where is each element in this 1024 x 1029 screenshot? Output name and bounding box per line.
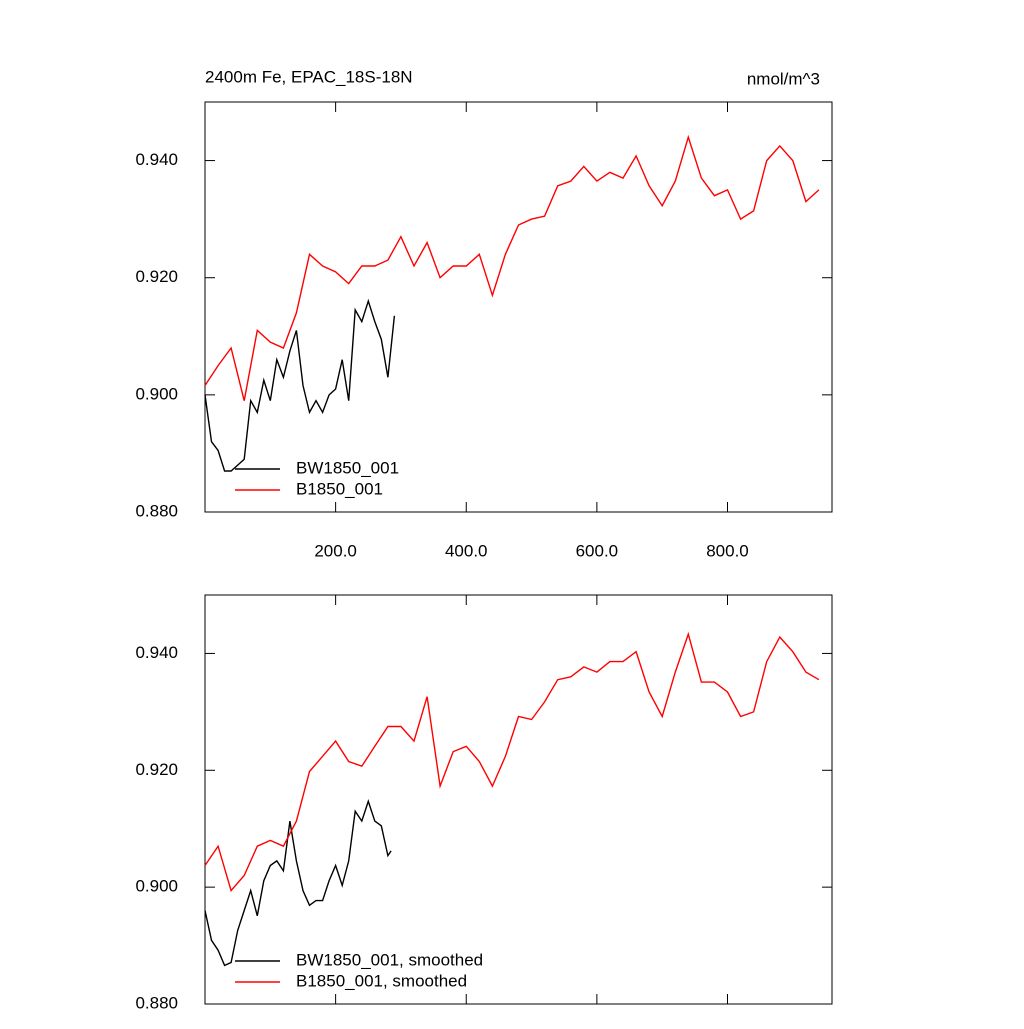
y-tick-label: 0.920 <box>135 760 178 779</box>
x-tick-label: 800.0 <box>706 541 749 560</box>
x-tick-label: 200.0 <box>314 541 357 560</box>
x-tick-label: 600.0 <box>576 541 619 560</box>
x-tick-label: 400.0 <box>445 541 488 560</box>
legend-label: B1850_001 <box>296 479 383 498</box>
legend-label: BW1850_001, smoothed <box>296 950 483 969</box>
series-line <box>204 134 820 401</box>
units-label: nmol/m^3 <box>747 69 820 88</box>
plot-frame <box>204 594 833 1005</box>
y-tick-label: 0.900 <box>135 877 178 896</box>
legend-label: BW1850_001 <box>296 458 399 477</box>
series-line <box>204 799 392 967</box>
plot-frame <box>204 101 833 513</box>
y-tick-label: 0.940 <box>135 643 178 662</box>
y-tick-label: 0.920 <box>135 267 178 286</box>
y-tick-label: 0.880 <box>135 501 178 520</box>
y-tick-label: 0.940 <box>135 150 178 169</box>
y-tick-label: 0.880 <box>135 993 178 1012</box>
chart-title: 2400m Fe, EPAC_18S-18N <box>205 67 413 86</box>
series-line <box>204 298 396 472</box>
legend-label: B1850_001, smoothed <box>296 971 467 990</box>
y-tick-label: 0.900 <box>135 384 178 403</box>
series-line <box>204 631 820 893</box>
